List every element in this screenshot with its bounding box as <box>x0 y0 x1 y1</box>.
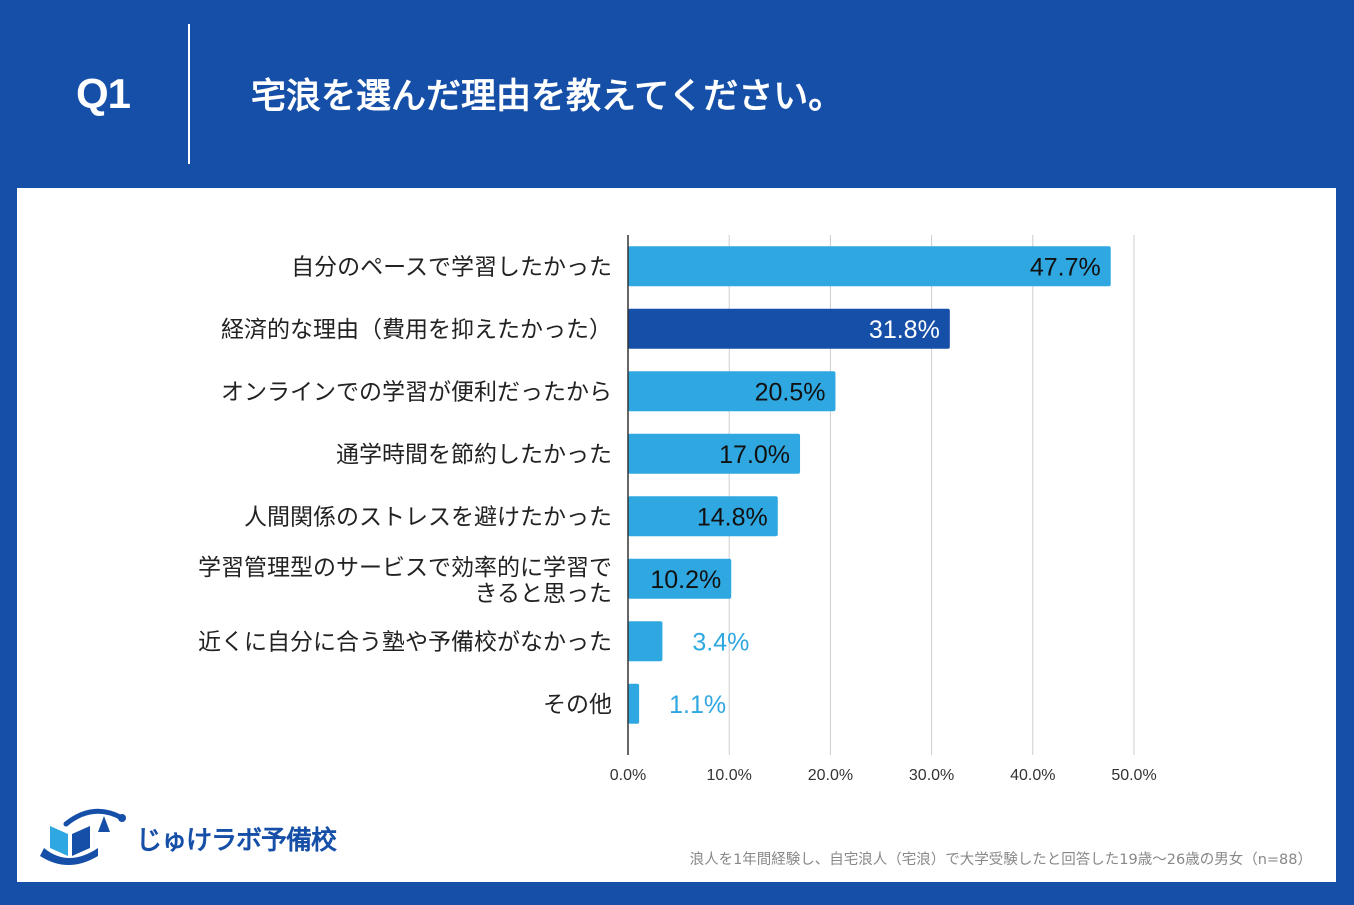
category-label: 通学時間を節約したかった <box>336 442 612 468</box>
bar <box>628 683 640 724</box>
question-number: Q1 <box>76 70 131 117</box>
category-label: きると思った <box>474 581 612 607</box>
category-label: 人間関係のストレスを避けたかった <box>244 504 612 530</box>
header-divider <box>188 24 190 164</box>
data-label: 3.4% <box>692 628 749 656</box>
category-label: オンラインでの学習が便利だったから <box>221 379 612 405</box>
bar <box>628 558 732 599</box>
category-label: 自分のペースで学習したかった <box>291 254 612 280</box>
data-label: 1.1% <box>669 691 726 719</box>
data-label: 47.7% <box>1030 253 1101 281</box>
x-tick-label: 20.0% <box>808 767 853 784</box>
category-label: 学習管理型のサービスで効率的に学習で <box>198 555 612 581</box>
data-label: 31.8% <box>869 316 940 344</box>
category-label: 経済的な理由（費用を抑えたかった） <box>221 317 612 343</box>
x-tick-label: 10.0% <box>707 767 752 784</box>
data-label: 17.0% <box>719 441 790 469</box>
x-tick-label: 40.0% <box>1010 767 1055 784</box>
bar <box>628 496 778 537</box>
bar <box>628 308 950 349</box>
brand-name: じゅけラボ予備校 <box>136 825 337 856</box>
bar <box>628 621 663 662</box>
data-label: 10.2% <box>650 566 721 594</box>
x-tick-label: 30.0% <box>909 767 954 784</box>
bar <box>628 371 836 412</box>
data-label: 14.8% <box>697 503 768 531</box>
bar <box>628 433 801 474</box>
x-tick-label: 0.0% <box>610 767 646 784</box>
open-book-logo-icon <box>40 808 126 865</box>
survey-footnote: 浪人を1年間経験し、自宅浪人（宅浪）で大学受験したと回答した19歳～26歳の男女… <box>689 852 1312 868</box>
x-tick-label: 50.0% <box>1111 767 1156 784</box>
question-title: 宅浪を選んだ理由を教えてください。 <box>251 77 844 117</box>
brand-logo: じゅけラボ予備校 <box>38 808 337 868</box>
category-label: 近くに自分に合う塾や予備校がなかった <box>198 629 612 655</box>
category-label: その他 <box>543 692 612 718</box>
data-label: 20.5% <box>755 378 826 406</box>
bar <box>628 246 1111 287</box>
